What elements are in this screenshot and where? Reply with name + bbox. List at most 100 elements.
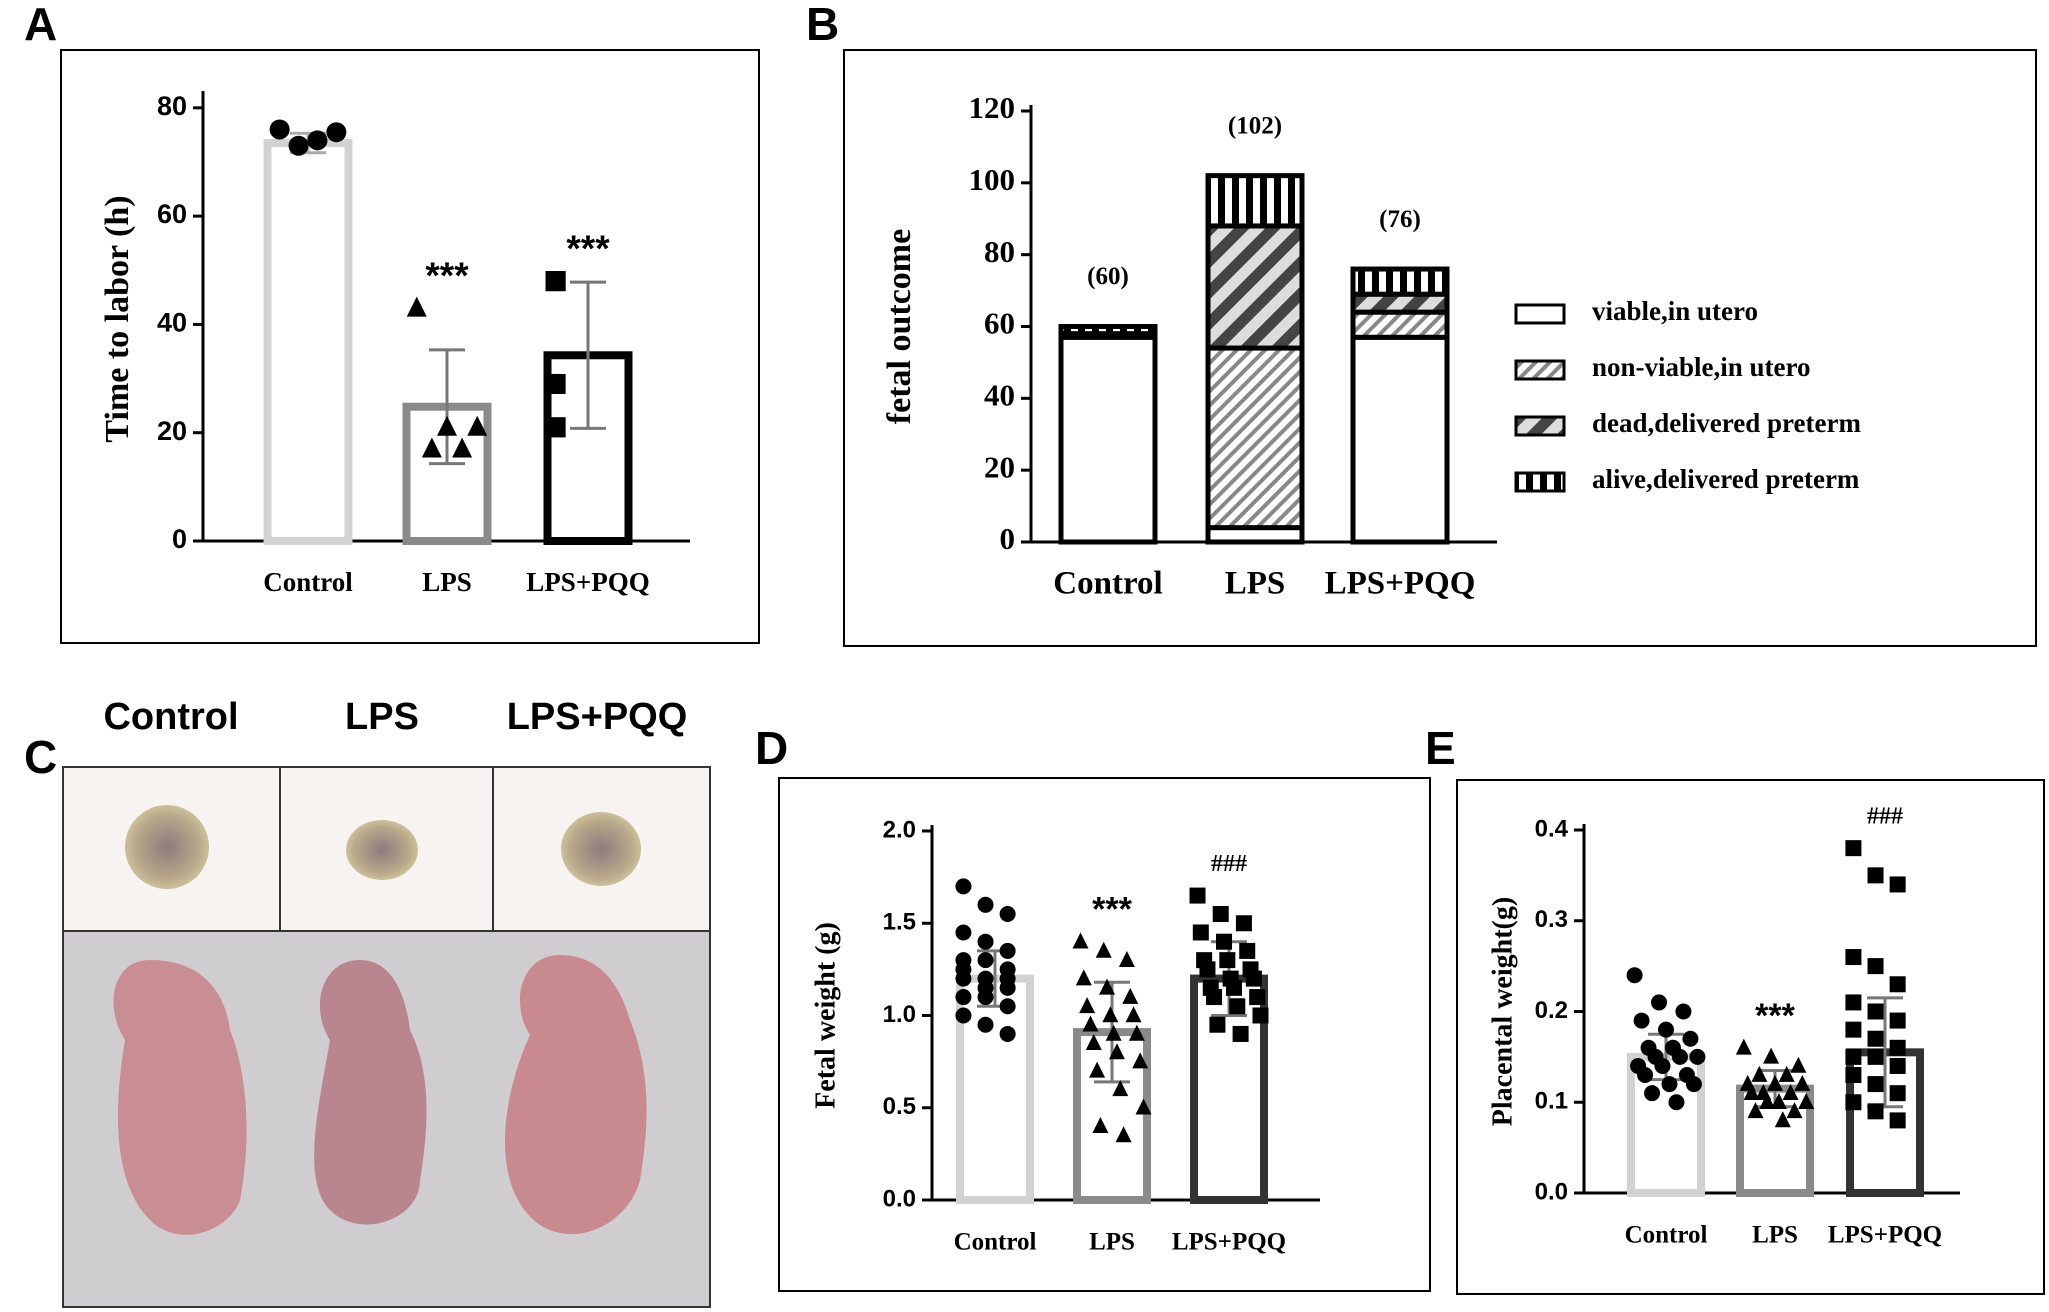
point (1085, 1033, 1102, 1050)
y-tick-label: 0 (172, 524, 187, 554)
y-tick-label: 0.5 (883, 1093, 916, 1120)
point (1770, 1093, 1787, 1110)
panel-frame (60, 49, 760, 644)
point (999, 998, 1016, 1015)
y-tick-label: 80 (984, 234, 1015, 269)
point (1245, 970, 1262, 987)
point (1082, 1015, 1099, 1032)
point (1845, 949, 1862, 966)
point (955, 989, 972, 1006)
point (1235, 915, 1252, 932)
point (545, 417, 566, 438)
point (1845, 840, 1862, 857)
bar-segment (1350, 266, 1450, 297)
x-tick-label: Control (263, 567, 353, 597)
point (307, 130, 328, 151)
point (1135, 1098, 1152, 1115)
placenta (346, 820, 418, 880)
point (999, 1025, 1016, 1042)
point (955, 878, 972, 895)
point (1867, 867, 1884, 884)
point (1075, 969, 1092, 986)
point (977, 933, 994, 950)
panel-frame (843, 49, 2037, 647)
y-tick-label: 0.0 (883, 1185, 916, 1212)
y-tick-label: 0.3 (1535, 906, 1568, 933)
point (1767, 1074, 1783, 1091)
legend-swatch (1514, 415, 1566, 437)
point (1867, 1003, 1884, 1020)
chart-panel: D Fetal weight (g) 0.0 0.5 1.0 1.5 2.0 Control L… (755, 722, 1431, 1292)
panel-letter: E (1425, 722, 1456, 774)
point (1102, 1006, 1119, 1023)
point (1633, 1012, 1650, 1029)
point (545, 373, 566, 394)
significance-label: *** (425, 255, 469, 296)
bar-segment (1205, 345, 1305, 531)
point (1747, 1102, 1764, 1119)
point (1778, 1065, 1795, 1082)
bar-segment (1205, 173, 1305, 229)
point (1108, 1043, 1125, 1060)
legend-label: dead,delivered preterm (1592, 408, 1861, 438)
x-tick-label: LPS (1089, 1229, 1135, 1256)
point (1216, 933, 1233, 950)
point (1889, 1057, 1906, 1074)
x-tick-label: LPS+PQQ (526, 567, 649, 597)
point (1637, 1067, 1654, 1084)
point (1685, 1076, 1702, 1093)
column-label: LPS (345, 696, 419, 738)
legend-swatch (1514, 303, 1566, 325)
y-tick-label: 0.4 (1535, 815, 1569, 842)
point (1845, 1067, 1862, 1084)
panel-letter: D (755, 722, 788, 774)
point (1889, 976, 1906, 993)
point (1682, 1030, 1699, 1047)
point (977, 989, 994, 1006)
point (1889, 1112, 1906, 1129)
point (1125, 1006, 1142, 1023)
point (1249, 989, 1266, 1006)
point (1759, 1093, 1776, 1110)
point (1079, 997, 1096, 1014)
placenta (125, 805, 209, 889)
placenta (561, 812, 641, 886)
y-axis-label: fetal outcome (881, 229, 918, 424)
significance-label: *** (1092, 891, 1132, 929)
total-label: (76) (1379, 206, 1421, 233)
point (1199, 961, 1216, 978)
point (1689, 1048, 1706, 1065)
point (1089, 1061, 1106, 1078)
point (1658, 1021, 1674, 1038)
point (1867, 1048, 1884, 1065)
point (1790, 1056, 1807, 1073)
point (1763, 1047, 1780, 1064)
panel-letter: A (24, 0, 57, 50)
bar-segment (1058, 334, 1158, 545)
legend-swatch (1514, 471, 1566, 493)
bar-segment (1350, 309, 1450, 340)
x-tick-label: LPS+PQQ (1172, 1229, 1286, 1256)
significance-label: *** (1755, 997, 1795, 1035)
y-tick-label: 60 (984, 306, 1015, 341)
point (999, 979, 1016, 996)
panel-letter: C (24, 731, 57, 783)
point (1889, 876, 1906, 893)
y-tick-label: 40 (157, 308, 187, 338)
bar-segment (1350, 291, 1450, 315)
point (955, 924, 972, 941)
y-tick-label: 60 (157, 199, 187, 229)
point (1095, 941, 1112, 958)
point (1889, 1012, 1906, 1029)
point (1654, 1057, 1671, 1074)
y-axis-label: Fetal weight (g) (810, 922, 841, 1109)
panel-frame (1456, 779, 2045, 1295)
point (1128, 1024, 1145, 1041)
point (1099, 978, 1116, 995)
point (406, 296, 427, 317)
point (1092, 1117, 1109, 1133)
point (1112, 1080, 1129, 1097)
x-tick-label: LPS (1225, 566, 1286, 602)
